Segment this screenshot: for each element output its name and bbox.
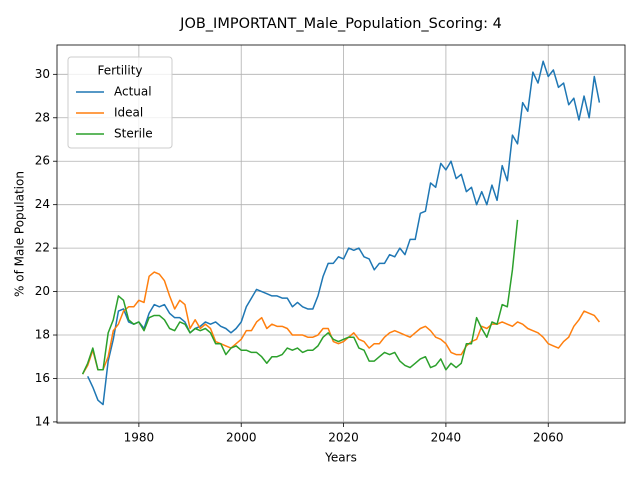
- x-tick-label: 2000: [226, 431, 257, 445]
- y-tick-label: 30: [35, 67, 50, 81]
- y-tick-label: 20: [35, 284, 50, 298]
- legend: Fertility Actual Ideal Sterile: [67, 56, 173, 149]
- x-axis-label: Years: [324, 451, 357, 465]
- y-tick-label: 26: [35, 154, 50, 168]
- legend-box: [67, 56, 173, 149]
- y-tick-label: 28: [35, 110, 50, 124]
- line-series: [81, 219, 519, 375]
- line-series: [87, 60, 601, 406]
- chart-title: JOB_IMPORTANT_Male_Population_Scoring: 4: [179, 16, 502, 32]
- x-tick-label: 2020: [328, 431, 359, 445]
- line-series: [81, 271, 600, 375]
- legend-label: Actual: [114, 85, 152, 99]
- y-tick-label: 22: [35, 241, 50, 255]
- plot-frame: [56, 44, 626, 424]
- legend-title: Fertility: [97, 64, 142, 78]
- y-tick-label: 18: [35, 328, 50, 342]
- legend-label: Ideal: [114, 106, 143, 120]
- y-tick-label: 14: [35, 414, 50, 428]
- y-axis-label: % of Male Population: [13, 171, 27, 297]
- x-tick-label: 1980: [124, 431, 155, 445]
- legend-label: Sterile: [114, 127, 153, 141]
- x-tick-label: 2060: [533, 431, 564, 445]
- x-tick-label: 2040: [431, 431, 462, 445]
- y-tick-label: 24: [35, 197, 50, 211]
- y-tick-label: 16: [35, 371, 50, 385]
